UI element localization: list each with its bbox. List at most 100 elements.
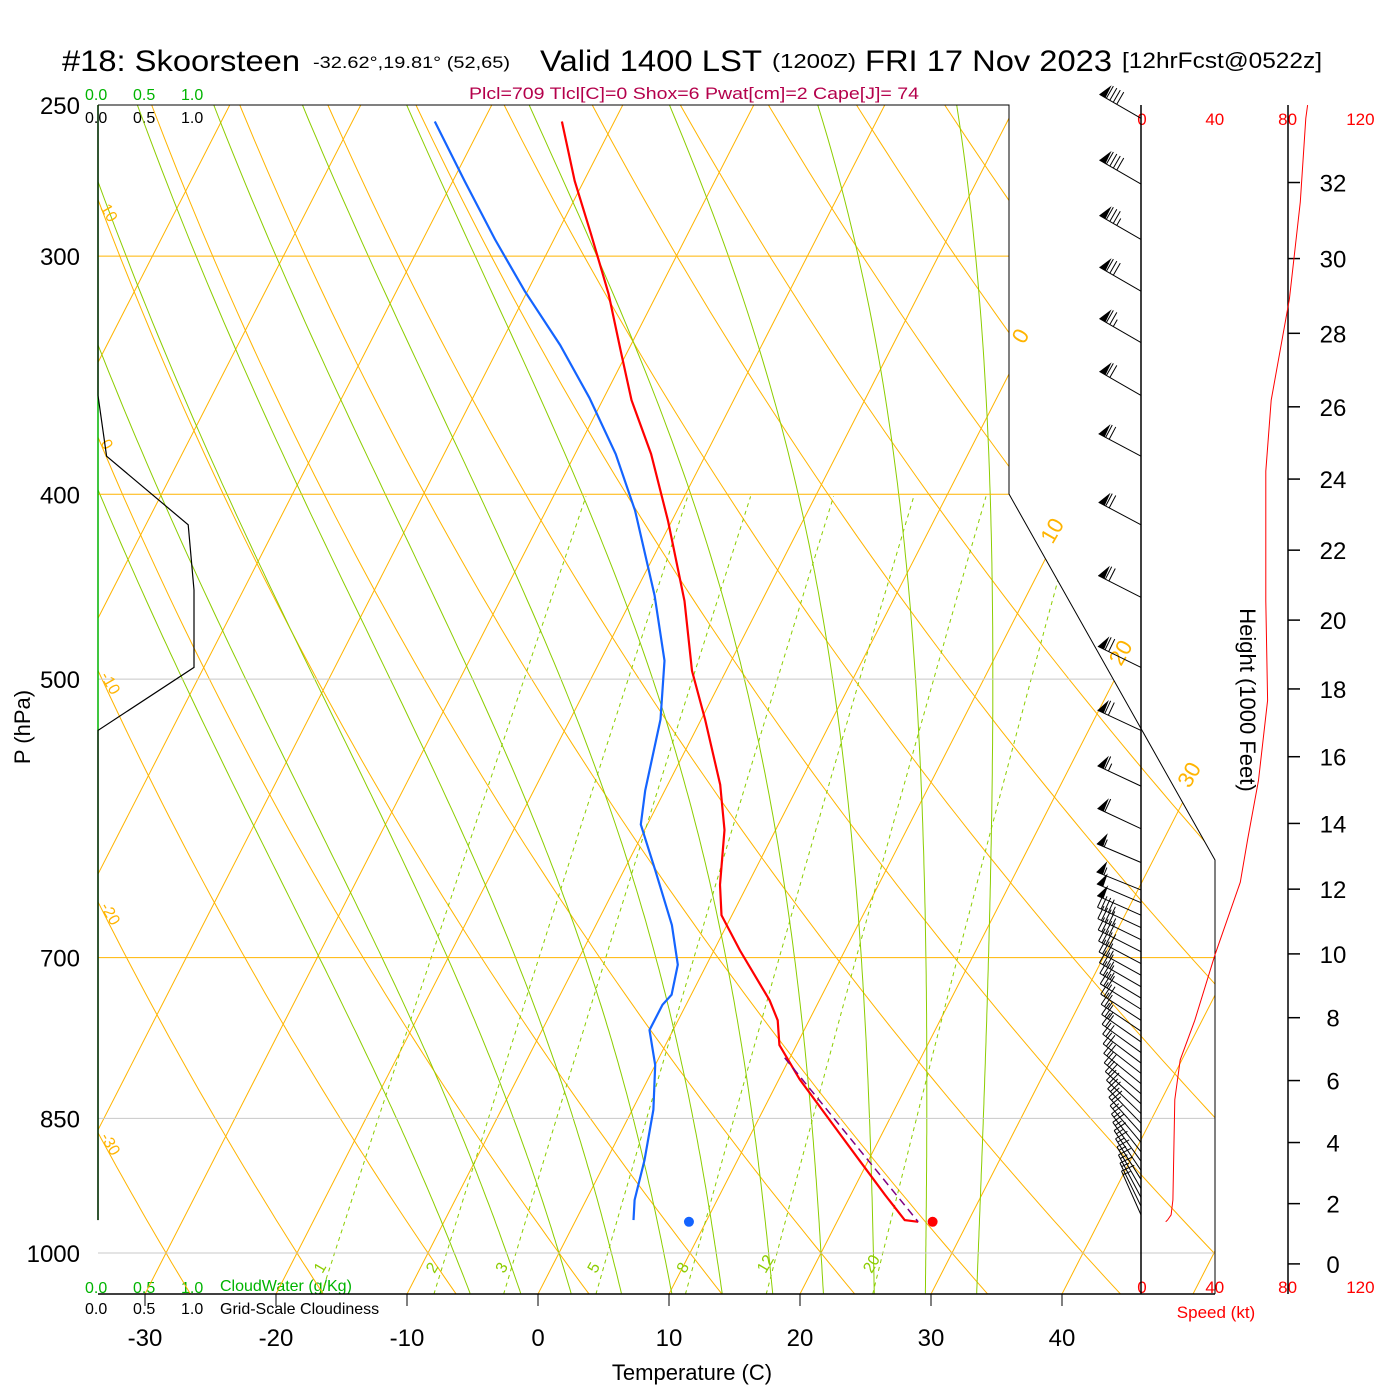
barb-staff (1103, 1062, 1142, 1095)
valid-date: FRI 17 Nov 2023 (865, 45, 1112, 78)
barb-staff (1097, 709, 1142, 731)
dry-adiabat-label: -10 (97, 669, 123, 698)
forecast-info: [12hrFcst@0522z] (1122, 48, 1322, 73)
station-coords: -32.62°,19.81° (52,65) (313, 53, 510, 72)
moist-adiabat-line (654, 105, 875, 1294)
barb-full (1098, 939, 1107, 953)
wind-barb (1098, 928, 1142, 965)
wind-barb (1098, 565, 1142, 598)
wind-barb (1109, 1096, 1142, 1143)
temp-tick-label: -30 (128, 1325, 163, 1352)
barb-staff (1107, 1088, 1142, 1124)
isotherm-line (98, 105, 362, 1294)
barb-pennant (1099, 206, 1112, 219)
isotherm-label: 10 (1035, 514, 1069, 548)
barb-pennant (1099, 258, 1112, 271)
isotherm-label: 30 (1172, 758, 1206, 792)
moist-adiabat-line (98, 105, 572, 1294)
barb-staff (1096, 883, 1142, 904)
barb-pennant (1096, 861, 1108, 875)
height-tick-label: 28 (1320, 321, 1347, 348)
wind-barb (1097, 755, 1142, 787)
temp-tick-label: 20 (787, 1325, 814, 1352)
barb-full (1098, 928, 1106, 942)
barb-half (1112, 1103, 1120, 1110)
wind-barb (1121, 1164, 1142, 1216)
speed-tick-label-top: 40 (1205, 110, 1224, 129)
barb-full (1102, 1032, 1113, 1045)
mixing-ratio-label: 12 (754, 1252, 778, 1276)
barb-full (1112, 155, 1121, 169)
isotherm-line (98, 105, 231, 1294)
barb-full (1101, 1002, 1111, 1015)
barb-half (1111, 918, 1117, 926)
barb-pennant (1097, 636, 1110, 650)
barb-staff (1099, 318, 1142, 343)
barb-full (1102, 963, 1111, 976)
barb-half (1107, 763, 1113, 772)
pressure-tick-label: 300 (40, 244, 80, 271)
wind-barb (1099, 971, 1142, 1010)
barb-full (1104, 1015, 1115, 1027)
mixing-ratio-label: 1 (311, 1260, 330, 1276)
wind-barb (1096, 833, 1142, 863)
barb-full (1107, 702, 1115, 716)
speed-axis-title: Speed (kt) (1177, 1303, 1255, 1322)
zulu-time: (1200Z) (772, 51, 856, 73)
cloudiness-scale-bottom-0: 0.0 (85, 1301, 107, 1318)
barb-full (1106, 965, 1115, 978)
moist-adiabat-line (200, 105, 673, 1294)
barb-staff (1102, 1043, 1142, 1074)
barb-full (1105, 258, 1114, 272)
barb-full (1105, 424, 1113, 438)
mixing-ratio-label: 20 (860, 1252, 884, 1276)
barb-half (1116, 1128, 1124, 1135)
barb-full (1112, 262, 1121, 276)
barb-full (1106, 975, 1115, 989)
barb-full (1116, 91, 1125, 105)
surface-dewpoint-marker (683, 1216, 694, 1227)
pressure-tick-label: 850 (40, 1106, 80, 1133)
barb-half (1103, 839, 1108, 848)
barb-staff (1098, 575, 1142, 598)
temp-tick-label: -10 (390, 1325, 425, 1352)
barb-half (1117, 1137, 1125, 1143)
cloudwater-scale-top-0: 0.0 (85, 87, 107, 104)
wind-speed-profile (1165, 105, 1309, 1223)
barb-full (1106, 1044, 1117, 1057)
wind-barb (1099, 362, 1142, 396)
cloudwater-scale-bottom-1: 1.0 (181, 1280, 203, 1297)
barb-pennant (1098, 492, 1111, 506)
pressure-tick-label: 500 (40, 667, 80, 694)
wind-barb (1103, 1042, 1142, 1085)
height-tick-label: 8 (1326, 1006, 1339, 1033)
speed-tick-label-bottom: 120 (1346, 1278, 1374, 1297)
barb-full (1104, 756, 1112, 770)
mixing-ratio-label: 2 (423, 1260, 442, 1276)
wind-barb (1102, 1022, 1142, 1064)
temp-tick-label: 40 (1049, 1325, 1076, 1352)
barb-full (1105, 310, 1114, 323)
dry-adiabat-label: 10 (97, 201, 121, 225)
cloudiness-scale-top-0: 0.0 (85, 110, 107, 127)
temp-tick-label: 10 (656, 1325, 683, 1352)
moist-adiabat-line (288, 105, 723, 1294)
pressure-tick-label: 700 (40, 946, 80, 973)
speed-tick-label-bottom: 0 (1137, 1278, 1146, 1297)
barb-full (1105, 151, 1114, 165)
wind-barb (1104, 1060, 1142, 1105)
height-tick-label: 2 (1326, 1192, 1339, 1219)
barb-full (1109, 87, 1118, 101)
barb-pennant (1099, 309, 1112, 322)
barb-staff (1096, 843, 1142, 863)
barb-pennant (1099, 362, 1112, 375)
wind-barb (1099, 85, 1142, 119)
isotherm-line (98, 105, 624, 1294)
dry-adiabat-line (227, 105, 989, 1294)
barb-full (1097, 917, 1106, 931)
barb-staff (1097, 918, 1142, 941)
barb-staff (1097, 906, 1142, 929)
isotherm-line (144, 105, 755, 1294)
station-title: #18: Skoorsteen (62, 45, 300, 78)
wind-barb (1097, 905, 1142, 941)
